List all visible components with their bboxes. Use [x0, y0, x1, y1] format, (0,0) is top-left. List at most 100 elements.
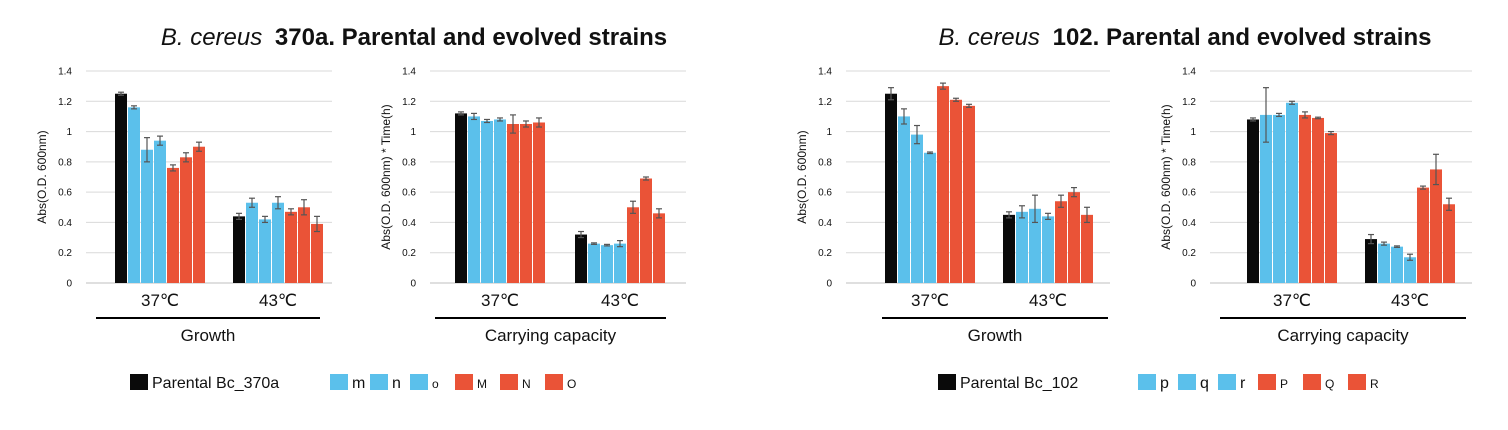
bar — [520, 124, 532, 283]
panel-title-102: B. cereus 102. Parental and evolved stra… — [939, 24, 1432, 51]
bar — [1260, 114, 1272, 284]
bar — [653, 213, 665, 283]
y-tick-label: 0 — [826, 279, 832, 290]
bar — [588, 243, 600, 283]
x-category-label: 43℃ — [601, 291, 639, 310]
y-axis-label: Abs(O.D. 600nm) * Time(h) — [379, 104, 393, 249]
bar — [468, 116, 480, 283]
y-axis-label: Abs(O.D. 600nm) — [795, 130, 809, 223]
x-category-label: 37℃ — [481, 291, 519, 310]
legend-swatch — [330, 374, 348, 390]
group-label: Growth — [181, 326, 236, 345]
bar — [1029, 208, 1041, 283]
bar — [1016, 211, 1028, 283]
legend-label: q — [1200, 375, 1209, 392]
bar — [285, 211, 297, 283]
bar — [1055, 201, 1067, 283]
y-tick-label: 1 — [826, 127, 832, 138]
bar — [1003, 214, 1015, 283]
bar — [1378, 243, 1390, 283]
x-category-label: 43℃ — [1391, 291, 1429, 310]
bar — [627, 207, 639, 283]
legend-swatch — [410, 374, 428, 390]
bar — [1325, 133, 1337, 283]
bar — [193, 146, 205, 283]
y-tick-label: 0.4 — [402, 218, 416, 229]
y-tick-label: 0.2 — [1182, 248, 1196, 259]
legend-0: Parental Bc_370a m n o M N O — [130, 374, 576, 392]
bar — [180, 157, 192, 283]
legend-1: Parental Bc_102 p q r P Q R — [938, 374, 1379, 392]
bar — [963, 105, 975, 283]
y-tick-label: 0 — [410, 279, 416, 290]
legend-swatch — [500, 374, 518, 390]
bar — [298, 207, 310, 283]
bar — [141, 149, 153, 283]
y-tick-label: 1.4 — [58, 67, 72, 78]
bar — [898, 116, 910, 283]
legends-layer: Parental Bc_370a m n o M N O Parental Bc_102 p q r… — [130, 374, 1379, 392]
group-label: Carrying capacity — [1277, 326, 1409, 345]
bar — [937, 86, 949, 284]
legend-label: M — [477, 377, 487, 391]
y-tick-label: 0.8 — [1182, 157, 1196, 168]
y-axis-label: Abs(O.D. 600nm) — [35, 130, 49, 223]
legend-swatch — [1218, 374, 1236, 390]
legend-label: P — [1280, 377, 1288, 391]
bar — [1286, 102, 1298, 283]
legend-swatch — [455, 374, 473, 390]
bar — [246, 202, 258, 283]
legend-label: n — [392, 375, 401, 392]
bar — [640, 178, 652, 283]
chart-0: 0 0.2 0.4 0.6 0.8 1 1.2 1.4 Abs(O.D. 600nm) 37℃ 43… — [35, 67, 332, 345]
legend-label: o — [432, 377, 439, 391]
bar — [614, 243, 626, 283]
bar — [481, 120, 493, 283]
bar — [154, 140, 166, 283]
bar — [1391, 246, 1403, 283]
y-axis-label: Abs(O.D. 600nm) * Time(h) — [1159, 104, 1173, 249]
bar — [601, 245, 613, 283]
y-tick-label: 1.2 — [1182, 97, 1196, 108]
bar — [575, 234, 587, 283]
y-tick-label: 0.2 — [818, 248, 832, 259]
legend-swatch — [1138, 374, 1156, 390]
bar — [1365, 239, 1377, 283]
y-tick-label: 0.2 — [402, 248, 416, 259]
bar — [311, 223, 323, 283]
y-tick-label: 1 — [66, 127, 72, 138]
legend-label: Parental Bc_102 — [960, 375, 1078, 392]
y-tick-label: 0.8 — [818, 157, 832, 168]
y-tick-label: 0.4 — [1182, 218, 1196, 229]
bar — [1443, 204, 1455, 283]
title-bold: 370a. Parental and evolved strains — [275, 24, 667, 51]
legend-swatch — [938, 374, 956, 390]
bar — [1068, 192, 1080, 283]
legend-label: N — [522, 377, 531, 391]
x-category-label: 37℃ — [911, 291, 949, 310]
chart-3: 0 0.2 0.4 0.6 0.8 1 1.2 1.4 Abs(O.D. 600nm) * Ti… — [1159, 67, 1472, 345]
bar — [115, 93, 127, 283]
x-category-label: 37℃ — [141, 291, 179, 310]
group-label: Growth — [968, 326, 1023, 345]
y-tick-label: 1.4 — [1182, 67, 1196, 78]
y-tick-label: 0.6 — [1182, 188, 1196, 199]
panel-title-370a: B. cereus 370a. Parental and evolved str… — [161, 24, 667, 51]
charts-layer: 0 0.2 0.4 0.6 0.8 1 1.2 1.4 Abs(O.D. 600nm) 37℃ 43… — [35, 67, 1472, 345]
bar — [1273, 114, 1285, 284]
y-tick-label: 0.8 — [58, 157, 72, 168]
bar — [259, 219, 271, 283]
y-tick-label: 1.2 — [818, 97, 832, 108]
y-tick-label: 1.2 — [402, 97, 416, 108]
legend-label: R — [1370, 377, 1379, 391]
bar — [494, 119, 506, 283]
y-tick-label: 0 — [1190, 279, 1196, 290]
y-tick-label: 0.4 — [58, 218, 72, 229]
bar — [885, 93, 897, 283]
title-italic: B. cereus — [161, 24, 262, 51]
bar — [1081, 214, 1093, 283]
bar — [1430, 169, 1442, 283]
group-label: Carrying capacity — [485, 326, 617, 345]
y-tick-label: 0.2 — [58, 248, 72, 259]
y-tick-label: 1.2 — [58, 97, 72, 108]
